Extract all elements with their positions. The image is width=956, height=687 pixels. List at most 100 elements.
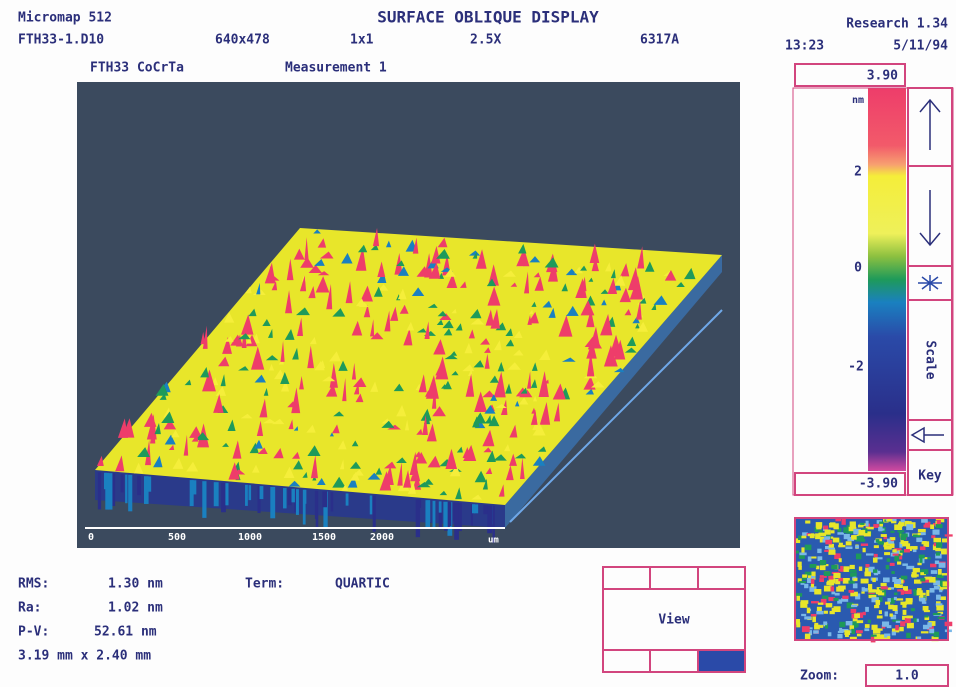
thumbnail-pixel <box>887 598 890 602</box>
thumbnail-pixel <box>900 602 906 605</box>
thumbnail-pixel <box>901 590 904 595</box>
thumbnail-pixel <box>929 577 935 583</box>
thumbnail-pixel <box>883 577 890 582</box>
thumbnail-pixel <box>890 563 895 566</box>
thumbnail-pixel <box>897 530 904 532</box>
thumbnail-pixel <box>857 634 862 637</box>
measurement: Measurement 1 <box>285 61 387 76</box>
thumbnail-pixel <box>865 564 869 567</box>
objective: 2.5X <box>470 33 501 48</box>
thumbnail-pixel <box>923 606 929 611</box>
view-cell-active[interactable] <box>698 650 745 672</box>
thumbnail-pixel <box>935 560 939 564</box>
thumbnail-pixel <box>939 563 946 568</box>
thumbnail-pixel <box>927 622 931 627</box>
thumbnail-pixel <box>922 601 926 603</box>
scale-label: Scale <box>923 340 938 379</box>
skirt-spike <box>304 490 307 504</box>
skirt-spike <box>260 486 264 499</box>
thumbnail-pixel <box>888 588 891 590</box>
thumbnail-pixel <box>854 613 860 618</box>
thumbnail-pixel <box>877 616 883 619</box>
thumbnail-pixel <box>894 579 901 584</box>
thumbnail-pixel <box>935 549 942 551</box>
skirt-spike <box>249 485 252 500</box>
thumbnail-pixel <box>894 592 897 595</box>
thumbnail-pixel <box>936 542 942 548</box>
thumbnail-pixel <box>888 605 893 610</box>
thumbnail-pixel <box>835 519 841 522</box>
thumbnail-pixel <box>799 581 806 583</box>
thumbnail-pixel <box>804 616 811 619</box>
title: SURFACE OBLIQUE DISPLAY <box>377 8 599 27</box>
thumbnail-pixel <box>837 532 844 534</box>
thumbnail-pixel <box>841 519 845 525</box>
thumbnail-pixel <box>874 545 879 548</box>
thumbnail-pixel <box>902 563 908 565</box>
thumbnail-pixel <box>866 553 874 555</box>
thumbnail-pixel <box>826 582 830 585</box>
thumbnail-pixel <box>907 623 914 628</box>
thumbnail-pixel <box>853 578 857 581</box>
thumbnail-pixel <box>926 590 929 596</box>
thumbnail-pixel <box>913 568 920 572</box>
thumbnail-pixel <box>894 597 897 600</box>
thumbnail-pixel <box>884 546 892 550</box>
thumbnail-pixel <box>903 610 907 615</box>
thumbnail-pixel <box>811 572 815 576</box>
skirt-spike <box>373 496 376 532</box>
screen: Micromap 512 FTH33-1.D10 640x478 1x1 2.5… <box>0 0 956 687</box>
thumbnail-pixel <box>824 611 828 614</box>
thumbnail-pixel <box>824 571 831 576</box>
thumbnail-pixel <box>878 592 884 595</box>
thumbnail-pixel <box>921 532 926 535</box>
thumbnail-pixel <box>892 519 896 521</box>
thumbnail-pixel <box>865 624 870 628</box>
thumbnail-pixel <box>838 545 845 547</box>
thumbnail-pixel <box>830 611 835 614</box>
thumbnail-pixel <box>873 524 879 528</box>
thumbnail-pixel <box>887 558 890 562</box>
thumbnail-pixel <box>816 566 819 570</box>
thumbnail-pixel <box>846 541 852 545</box>
term-label: Term: <box>245 577 284 592</box>
thumbnail-pixel <box>802 626 810 632</box>
thumbnail-pixel <box>832 608 839 611</box>
thumbnail-pixel <box>807 608 810 614</box>
thumbnail-pixel <box>866 521 869 527</box>
skirt-spike <box>128 475 132 511</box>
thumbnail-pixel <box>858 525 864 528</box>
thumbnail-pixel <box>805 545 812 550</box>
thumbnail-pixel <box>825 540 832 545</box>
thumbnail-pixel <box>833 598 838 601</box>
thumbnail-pixel <box>837 634 842 638</box>
thumbnail-pixel <box>829 544 834 548</box>
thumbnail-pixel <box>930 588 935 593</box>
thumbnail-pixel <box>861 543 868 546</box>
thumbnail-pixel <box>942 538 947 542</box>
thumbnail-pixel <box>811 584 814 587</box>
thumbnail-pixel <box>811 579 815 585</box>
skirt-spike <box>270 487 275 518</box>
skirt-spike <box>370 495 372 514</box>
thumbnail-pixel <box>892 631 896 635</box>
thumbnail-pixel <box>833 573 840 578</box>
skirt-spike <box>296 489 299 515</box>
thumbnail-pixel <box>917 588 922 591</box>
colorbar-tick: 2 <box>854 165 862 180</box>
thumbnail-pixel <box>843 527 848 533</box>
skirt-spike <box>190 480 194 506</box>
thumbnail-pixel <box>798 536 801 540</box>
colorbar <box>868 88 906 471</box>
thumbnail-pixel <box>805 520 810 523</box>
thumbnail-pixel <box>879 524 883 527</box>
view-button[interactable]: View <box>658 613 689 628</box>
thumbnail-pixel <box>890 531 894 533</box>
thumbnail-pixel <box>840 566 843 572</box>
skirt-spike <box>291 489 294 503</box>
thumbnail-pixel <box>853 583 858 588</box>
thumbnail-pixel <box>846 621 853 625</box>
thumbnail-pixel <box>894 524 902 530</box>
thumbnail-pixel <box>863 588 868 591</box>
thumbnail-pixel <box>901 519 905 522</box>
